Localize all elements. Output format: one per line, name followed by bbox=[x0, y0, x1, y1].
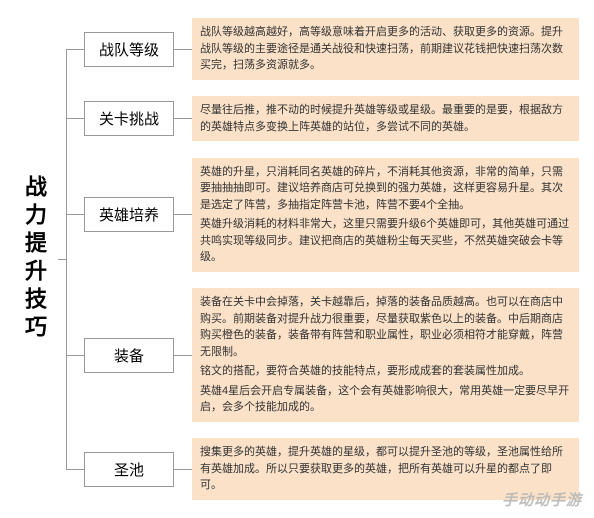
description-text: 战队等级越高越好，高等级意味着开启更多的活动、获取更多的资源。提升战队等级的主要… bbox=[200, 24, 571, 74]
node-label: 装备 bbox=[84, 338, 174, 373]
description-text: 英雄升级消耗的材料非常大，这里只需要升级6个英雄即可，其他英雄可通过共鸣实现等级… bbox=[200, 216, 571, 266]
description-box: 尽量往后推，推不动的时候提升英雄等级或星级。最重要的是要，根据敌方的英雄特点多变… bbox=[192, 96, 579, 141]
node-label: 圣池 bbox=[84, 452, 174, 487]
branch-3: 装备装备在关卡中会掉落，关卡越靠后，掉落的装备品质越高。也可以在商店中购买。前期… bbox=[66, 288, 579, 422]
branch-2: 英雄培养英雄的升星，只消耗同名英雄的碎片，不消耗其他资源，非常的简单，只需要抽抽… bbox=[66, 158, 579, 272]
description-box: 英雄的升星，只消耗同名英雄的碎片，不消耗其他资源，非常的简单，只需要抽抽抽即可。… bbox=[192, 158, 579, 272]
root-title: 战力提升技巧 bbox=[10, 175, 58, 343]
watermark: 手动动手游 bbox=[502, 489, 582, 510]
connector bbox=[174, 49, 192, 50]
description-box: 战队等级越高越好，高等级意味着开启更多的活动、获取更多的资源。提升战队等级的主要… bbox=[192, 18, 579, 80]
connector bbox=[174, 118, 192, 119]
connector bbox=[66, 49, 84, 50]
node-label: 战队等级 bbox=[84, 32, 174, 67]
branch-0: 战队等级战队等级越高越好，高等级意味着开启更多的活动、获取更多的资源。提升战队等… bbox=[66, 18, 579, 80]
root-connector bbox=[58, 259, 66, 260]
connector bbox=[174, 355, 192, 356]
description-text: 搜集更多的英雄，提升英雄的星级，都可以提升圣池的等级，圣池属性给所有英雄加成。所… bbox=[200, 444, 571, 494]
diagram-container: 战力提升技巧 战队等级战队等级越高越好，高等级意味着开启更多的活动、获取更多的资… bbox=[0, 0, 594, 518]
description-text: 英雄4星后会开启专属装备，这个会有英雄影响很大，常用英雄一定要尽早开启，会多个技… bbox=[200, 383, 571, 416]
description-text: 英雄的升星，只消耗同名英雄的碎片，不消耗其他资源，非常的简单，只需要抽抽抽即可。… bbox=[200, 164, 571, 214]
connector bbox=[66, 355, 84, 356]
branch-1: 关卡挑战尽量往后推，推不动的时候提升英雄等级或星级。最重要的是要，根据敌方的英雄… bbox=[66, 96, 579, 141]
tree: 战队等级战队等级越高越好，高等级意味着开启更多的活动、获取更多的资源。提升战队等… bbox=[66, 10, 579, 508]
description-text: 装备在关卡中会掉落，关卡越靠后，掉落的装备品质越高。也可以在商店中购买。前期装备… bbox=[200, 294, 571, 360]
description-text: 尽量往后推，推不动的时候提升英雄等级或星级。最重要的是要，根据敌方的英雄特点多变… bbox=[200, 102, 571, 135]
node-label: 关卡挑战 bbox=[84, 101, 174, 136]
description-box: 装备在关卡中会掉落，关卡越靠后，掉落的装备品质越高。也可以在商店中购买。前期装备… bbox=[192, 288, 579, 422]
connector bbox=[174, 214, 192, 215]
node-label: 英雄培养 bbox=[84, 197, 174, 232]
connector bbox=[66, 469, 84, 470]
connector bbox=[66, 214, 84, 215]
connector bbox=[66, 118, 84, 119]
description-text: 铭文的搭配，要符合英雄的技能特点，要形成成套的套装属性加成。 bbox=[200, 363, 571, 380]
connector bbox=[174, 469, 192, 470]
